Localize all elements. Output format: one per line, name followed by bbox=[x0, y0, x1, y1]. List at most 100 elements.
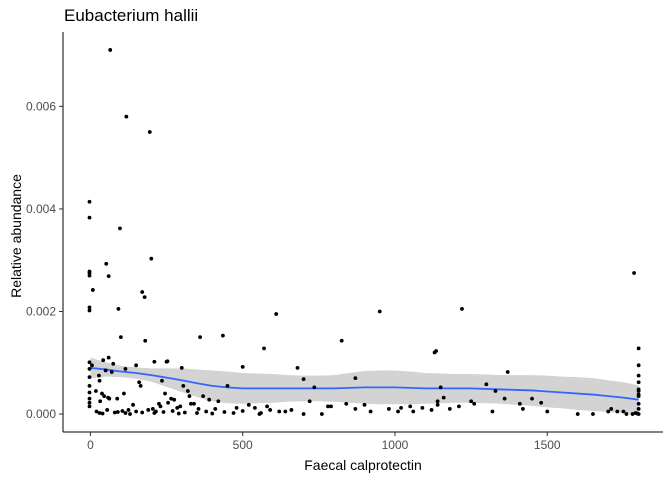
data-point bbox=[636, 407, 641, 411]
data-point bbox=[87, 375, 92, 380]
data-point bbox=[140, 290, 145, 294]
data-point bbox=[143, 338, 148, 343]
data-point bbox=[396, 409, 400, 414]
data-point bbox=[140, 410, 145, 415]
data-point bbox=[108, 48, 113, 52]
data-point bbox=[182, 410, 187, 415]
data-point bbox=[123, 411, 128, 415]
data-point bbox=[179, 366, 184, 370]
data-point bbox=[460, 307, 464, 311]
data-point bbox=[636, 363, 641, 368]
data-point bbox=[102, 394, 107, 398]
data-point bbox=[377, 309, 382, 314]
data-point bbox=[98, 399, 103, 404]
data-point bbox=[122, 391, 126, 396]
data-point bbox=[636, 389, 641, 393]
data-point bbox=[147, 130, 152, 134]
data-point bbox=[87, 273, 92, 278]
data-point bbox=[277, 409, 282, 414]
y-tick-label: 0.002 bbox=[26, 304, 56, 318]
data-point bbox=[246, 402, 251, 407]
data-point bbox=[170, 409, 175, 413]
data-point bbox=[124, 114, 129, 119]
data-point bbox=[106, 274, 111, 278]
data-point bbox=[240, 409, 245, 413]
data-point bbox=[411, 409, 416, 414]
data-point bbox=[94, 409, 99, 414]
data-point bbox=[399, 406, 403, 410]
data-point bbox=[195, 411, 199, 415]
data-point bbox=[362, 402, 367, 407]
confidence-band-layer bbox=[90, 357, 639, 415]
data-point bbox=[353, 376, 358, 381]
data-point bbox=[150, 407, 155, 411]
data-point bbox=[87, 199, 92, 204]
data-point bbox=[339, 338, 344, 343]
data-point bbox=[87, 308, 92, 313]
data-point bbox=[189, 401, 193, 406]
data-point bbox=[420, 406, 425, 410]
data-point bbox=[434, 349, 438, 353]
data-point bbox=[307, 399, 312, 404]
data-point bbox=[131, 402, 135, 407]
data-point bbox=[295, 366, 300, 370]
data-point bbox=[505, 370, 510, 374]
data-point bbox=[301, 377, 306, 382]
x-tick-label: 500 bbox=[233, 438, 253, 452]
data-point bbox=[104, 261, 109, 266]
data-point bbox=[265, 404, 269, 409]
data-point bbox=[87, 400, 92, 405]
data-point bbox=[636, 401, 641, 406]
data-point bbox=[115, 396, 120, 401]
x-tick-label: 0 bbox=[87, 438, 94, 452]
smooth-line-layer bbox=[90, 367, 639, 401]
x-tick-label: 1500 bbox=[534, 438, 561, 452]
data-point bbox=[134, 363, 139, 368]
data-point bbox=[204, 409, 209, 414]
data-point bbox=[106, 395, 110, 400]
data-point bbox=[353, 407, 358, 411]
data-point bbox=[484, 382, 489, 387]
data-point bbox=[160, 378, 164, 383]
data-point bbox=[447, 407, 452, 411]
data-point bbox=[517, 401, 522, 406]
data-point bbox=[216, 399, 221, 404]
data-point bbox=[172, 397, 177, 402]
data-point bbox=[469, 399, 474, 404]
data-point bbox=[252, 406, 257, 410]
data-point bbox=[128, 412, 132, 416]
data-point bbox=[120, 409, 125, 413]
data-point bbox=[97, 373, 101, 378]
data-point bbox=[201, 394, 206, 398]
smooth-line bbox=[90, 367, 639, 401]
data-point bbox=[636, 373, 641, 378]
data-point bbox=[146, 408, 151, 412]
data-point bbox=[105, 408, 110, 412]
data-point bbox=[90, 288, 95, 292]
data-point bbox=[164, 359, 169, 364]
data-point bbox=[115, 410, 120, 414]
data-point bbox=[240, 364, 245, 369]
data-point bbox=[262, 346, 266, 351]
data-point bbox=[624, 412, 629, 416]
x-tick-label: 1000 bbox=[382, 438, 409, 452]
data-point bbox=[109, 370, 114, 374]
data-point bbox=[319, 412, 324, 416]
y-tick-label: 0.006 bbox=[26, 99, 56, 113]
data-point bbox=[609, 407, 614, 411]
data-point bbox=[123, 367, 128, 371]
data-point bbox=[87, 396, 92, 401]
data-point bbox=[198, 335, 202, 340]
data-point bbox=[157, 401, 161, 406]
data-point bbox=[87, 404, 92, 409]
data-point bbox=[545, 409, 550, 414]
data-point bbox=[301, 412, 306, 416]
axes-layer: 0 500 1000 1500 0.000 0.002 0.004 0.006 bbox=[26, 32, 663, 452]
data-point bbox=[103, 368, 108, 373]
data-point bbox=[152, 359, 157, 364]
data-point bbox=[368, 409, 373, 414]
data-point bbox=[234, 406, 239, 410]
data-point bbox=[606, 409, 611, 414]
data-point bbox=[207, 397, 212, 402]
